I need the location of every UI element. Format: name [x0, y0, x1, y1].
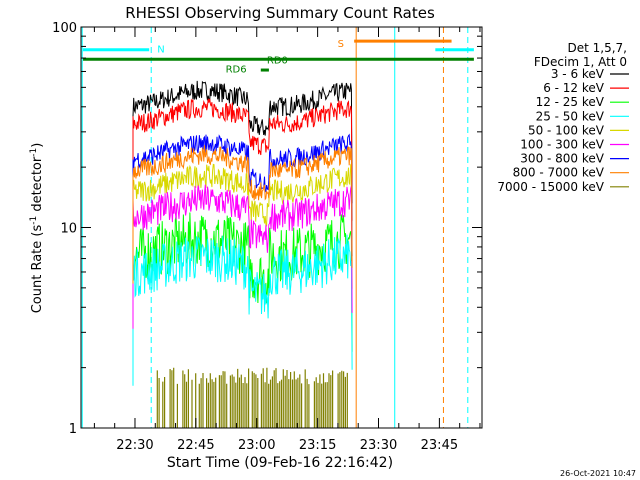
y-tick-label: 100: [52, 21, 77, 36]
y-tick-label: 10: [60, 222, 77, 237]
series-line: [132, 184, 353, 329]
x-tick-label: 23:45: [421, 438, 458, 453]
x-tick-label: 23:15: [299, 438, 336, 453]
series-line: [132, 98, 353, 237]
flag-label: RD6: [226, 65, 247, 76]
legend-header: Det 1,5,7,: [568, 41, 628, 55]
series-line: [132, 234, 353, 386]
legend-entry: 25 - 50 keV: [536, 109, 605, 123]
x-axis-label: Start Time (09-Feb-16 22:16:42): [167, 455, 393, 471]
series-line: [132, 145, 353, 284]
chart-title: RHESSI Observing Summary Count Rates: [125, 4, 435, 22]
legend-entry: 7000 - 15000 keV: [497, 180, 604, 194]
legend-entry: 12 - 25 keV: [536, 95, 605, 109]
legend-entry: 100 - 300 keV: [520, 138, 604, 152]
legend-entry: 3 - 6 keV: [551, 67, 605, 81]
series-line: [132, 163, 353, 305]
y-tick-label: 1: [69, 422, 77, 437]
x-tick-label: 23:30: [360, 438, 397, 453]
flag-label: N: [157, 45, 164, 56]
flag-label: S: [338, 39, 344, 50]
x-tick-label: 22:45: [177, 438, 214, 453]
series-line: [132, 133, 353, 272]
series-line: [132, 212, 353, 368]
plot-frame: [80, 26, 483, 429]
series-line: [156, 367, 348, 428]
x-tick-label: 22:30: [116, 438, 153, 453]
legend-entry: 800 - 7000 keV: [513, 166, 605, 180]
legend-entry: 50 - 100 keV: [528, 123, 605, 137]
series-line: [132, 80, 353, 220]
x-tick-label: 23:00: [238, 438, 275, 453]
legend-header: FDecim 1, Att 0: [534, 55, 627, 69]
flag-label: RD0: [267, 55, 288, 66]
legend-entry: 300 - 800 keV: [520, 152, 604, 166]
y-axis-label: Count Rate (s-1 detector-1): [29, 143, 45, 314]
timestamp: 26-Oct-2021 10:47: [560, 469, 636, 478]
legend-entry: 6 - 12 keV: [543, 81, 605, 95]
